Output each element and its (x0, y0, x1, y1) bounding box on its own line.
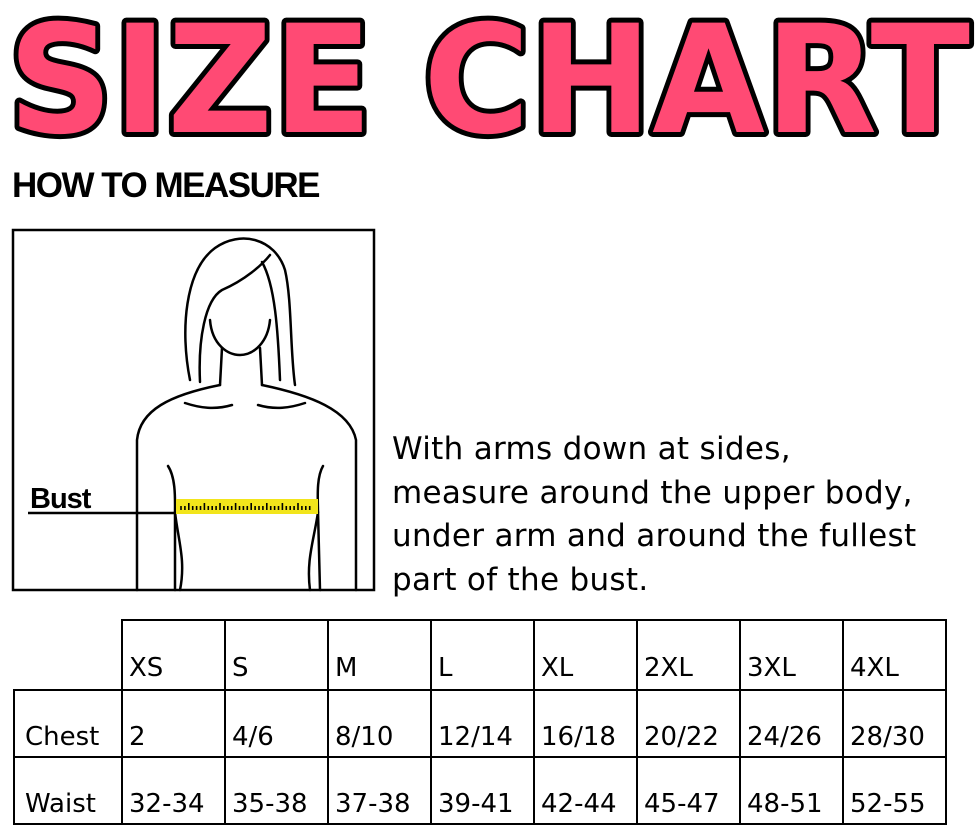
table-cell: 39-41 (430, 756, 535, 825)
how-to-measure-heading: HOW TO MEASURE (12, 166, 320, 205)
instruction-line: With arms down at sides, (392, 431, 791, 467)
row-label: Waist (13, 756, 123, 825)
table-row-chest: Chest 2 4/6 8/10 12/14 16/18 20/22 24/26… (13, 689, 947, 758)
size-header: 3XL (739, 619, 844, 691)
measuring-tape (176, 499, 318, 514)
size-header: XL (533, 619, 638, 691)
table-cell: 52-55 (842, 756, 947, 825)
size-header: M (327, 619, 432, 691)
table-cell: 4/6 (224, 689, 329, 758)
table-cell: 20/22 (636, 689, 741, 758)
table-cell: 24/26 (739, 689, 844, 758)
size-table: XS S M L XL 2XL 3XL 4XL Chest 2 4/6 8/10… (13, 619, 947, 825)
table-cell: 16/18 (533, 689, 638, 758)
table-cell: 48-51 (739, 756, 844, 825)
table-cell: 32-34 (121, 756, 226, 825)
size-header: 4XL (842, 619, 947, 691)
woman-silhouette-icon (135, 237, 358, 592)
size-chart-title-logo: SIZE CHART (3, 0, 975, 150)
table-cell: 45-47 (636, 756, 741, 825)
table-cell: 12/14 (430, 689, 535, 758)
figure-frame (11, 228, 376, 592)
size-header: XS (121, 619, 226, 691)
size-header-row: XS S M L XL 2XL 3XL 4XL (14, 619, 947, 691)
table-cell: 2 (121, 689, 226, 758)
table-cell: 42-44 (533, 756, 638, 825)
table-cell: 35-38 (224, 756, 329, 825)
instruction-line: under arm and around the fullest (392, 518, 917, 554)
instruction-line: measure around the upper body, (392, 474, 913, 511)
row-label: Chest (13, 689, 123, 758)
tape-tick-marks (180, 503, 311, 510)
measuring-instructions: With arms down at sides, measure around … (392, 428, 916, 602)
instruction-line: part of the bust. (392, 561, 649, 598)
size-header: 2XL (636, 619, 741, 691)
bust-label: Bust (30, 483, 92, 515)
corner-cell (14, 620, 123, 691)
table-cell: 28/30 (842, 689, 947, 758)
table-row-waist: Waist 32-34 35-38 37-38 39-41 42-44 45-4… (13, 756, 947, 825)
table-cell: 8/10 (327, 689, 432, 758)
table-cell: 37-38 (327, 756, 432, 825)
title-text: SIZE CHART (8, 0, 970, 150)
size-header: S (224, 619, 329, 691)
size-header: L (430, 619, 535, 691)
